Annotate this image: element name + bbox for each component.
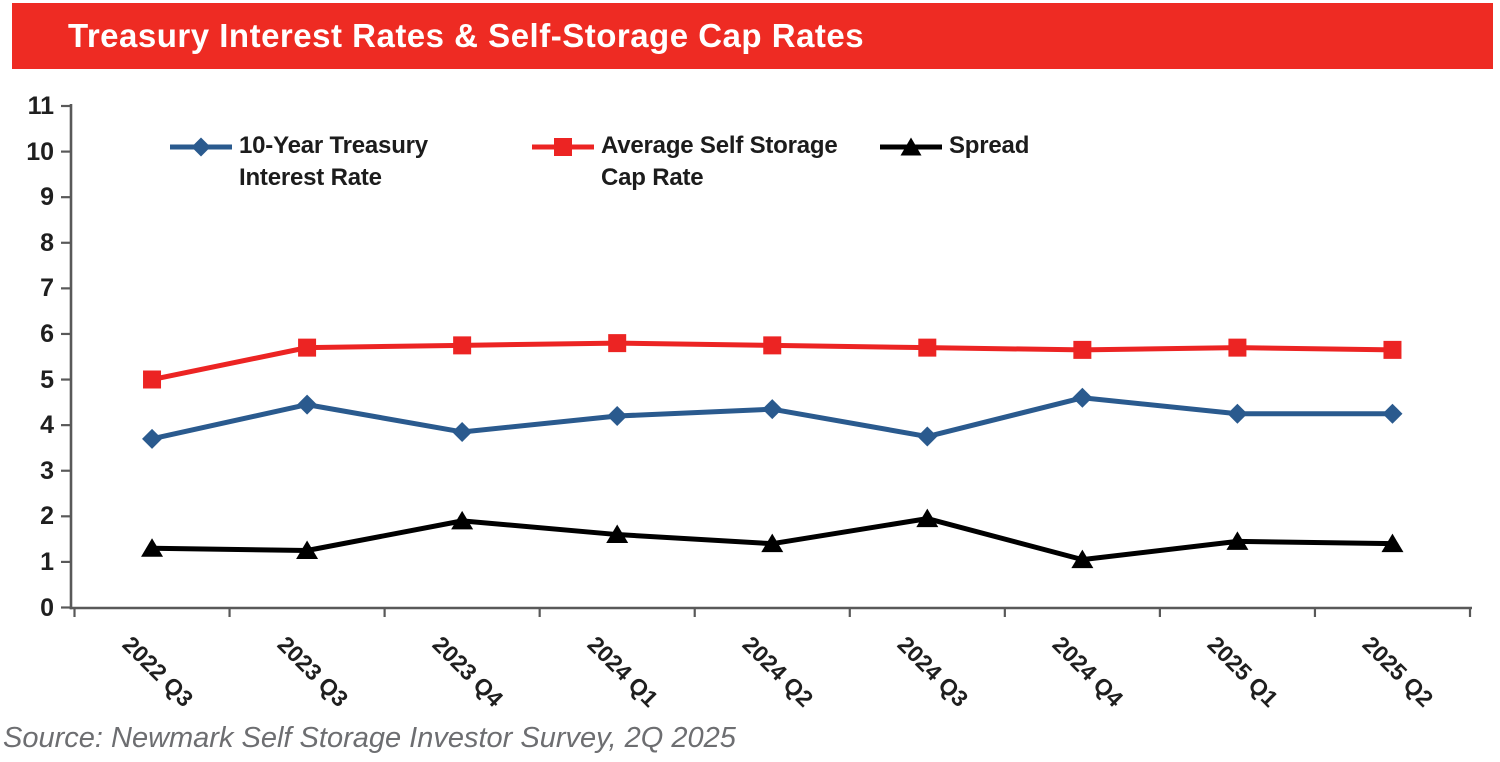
y-axis-label: 4 xyxy=(40,411,54,440)
data-point-spread-3 xyxy=(606,524,629,544)
treasury-diamond-marker-icon xyxy=(168,136,234,158)
data-point-spread-0 xyxy=(141,538,164,557)
data-point-spread-8 xyxy=(1381,533,1404,553)
y-axis-label: 6 xyxy=(40,319,54,348)
chart-title-bar: Treasury Interest Rates & Self-Storage C… xyxy=(12,3,1493,69)
data-point-cap-rate-6 xyxy=(1073,340,1092,359)
data-point-treasury-2 xyxy=(452,421,473,442)
y-axis-label: 0 xyxy=(40,593,54,622)
y-axis-label: 7 xyxy=(40,274,54,303)
legend-label-treasury: 10-Year Treasury Interest Rate xyxy=(239,132,428,192)
y-axis-label: 9 xyxy=(40,183,54,212)
y-axis-label: 8 xyxy=(40,228,54,257)
y-axis-label: 5 xyxy=(40,365,54,394)
page-title: Treasury Interest Rates & Self-Storage C… xyxy=(68,17,865,54)
legend-label-cap-rate: Average Self Storage Cap Rate xyxy=(601,132,838,192)
cap-rate-square-marker-icon xyxy=(530,136,596,158)
y-axis-label: 1 xyxy=(40,547,54,576)
data-point-treasury-8 xyxy=(1382,403,1403,424)
source-note: Source: Newmark Self Storage Investor Su… xyxy=(3,722,736,754)
data-point-cap-rate-5 xyxy=(918,338,937,357)
data-point-spread-7 xyxy=(1226,531,1249,550)
data-point-treasury-5 xyxy=(917,426,938,447)
data-point-spread-4 xyxy=(761,533,784,553)
data-point-cap-rate-0 xyxy=(143,370,162,389)
y-axis-label: 3 xyxy=(40,456,54,485)
data-point-spread-5 xyxy=(916,508,939,528)
data-point-treasury-3 xyxy=(607,406,628,427)
data-point-spread-6 xyxy=(1071,549,1094,569)
data-point-cap-rate-1 xyxy=(298,338,317,357)
y-axis-label: 2 xyxy=(40,502,54,531)
data-point-cap-rate-8 xyxy=(1383,340,1402,359)
data-point-spread-2 xyxy=(451,510,474,530)
data-point-treasury-6 xyxy=(1072,387,1093,408)
y-axis-label: 10 xyxy=(26,137,54,166)
data-point-cap-rate-4 xyxy=(763,336,782,355)
legend-item-spread: Spread xyxy=(878,130,1029,162)
legend-label-spread: Spread xyxy=(949,132,1030,159)
data-point-treasury-4 xyxy=(762,399,783,420)
data-point-cap-rate-2 xyxy=(453,336,472,355)
legend-item-cap-rate: Average Self Storage Cap Rate xyxy=(530,130,838,195)
legend-item-treasury: 10-Year Treasury Interest Rate xyxy=(168,130,428,195)
data-point-cap-rate-3 xyxy=(608,334,627,353)
data-point-cap-rate-7 xyxy=(1228,338,1247,357)
y-axis-label: 11 xyxy=(27,92,54,120)
data-point-treasury-7 xyxy=(1227,403,1248,424)
data-point-treasury-0 xyxy=(142,428,163,449)
data-point-treasury-1 xyxy=(297,394,318,415)
spread-triangle-marker-icon xyxy=(878,136,944,158)
data-point-spread-1 xyxy=(296,540,319,560)
